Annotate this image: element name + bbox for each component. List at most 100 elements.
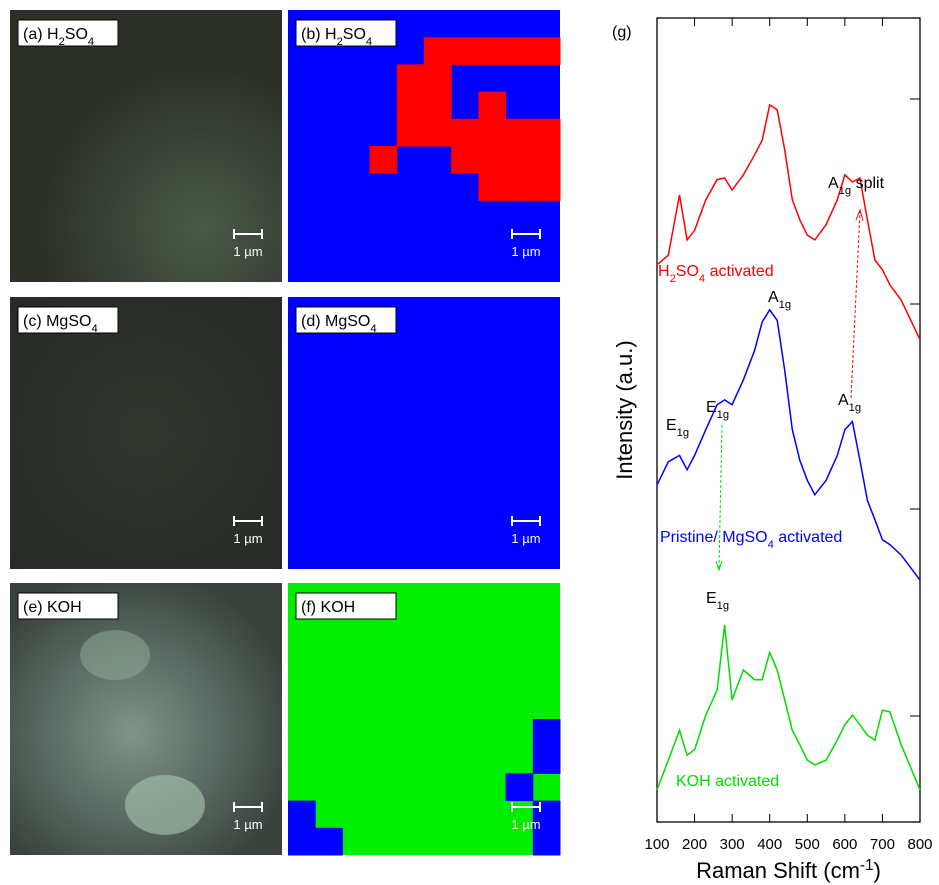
text-part: (f) KOH (301, 599, 355, 616)
text-part: (g) (612, 24, 632, 41)
figure: (a) H2SO41 µm(b) H2SO41 µm(c) MgSO41 µm(… (0, 0, 939, 885)
text-part: SO (676, 263, 699, 280)
text-part: -1 (860, 857, 874, 874)
map-cell (533, 119, 561, 147)
map-cell (506, 173, 534, 201)
text-part: (e) KOH (23, 599, 82, 616)
map-cell (451, 119, 479, 147)
text-part: KOH activated (676, 773, 779, 790)
text-part: 4 (91, 323, 97, 335)
x-tick-label: 100 (644, 836, 669, 853)
map-cell (478, 119, 506, 147)
map-cell (424, 92, 452, 120)
text-part: 4 (370, 323, 376, 335)
map-cell (478, 92, 506, 120)
map-cell (288, 828, 316, 856)
map-cell (478, 173, 506, 201)
plot-frame (657, 18, 920, 822)
scale-bar-label: 1 µm (233, 817, 262, 832)
map-cell (288, 801, 316, 829)
text-part: 4 (88, 36, 94, 48)
annotation: A1g (768, 289, 791, 311)
micrograph (10, 10, 282, 282)
map-cell (424, 37, 452, 65)
map-cell (424, 119, 452, 147)
map-cell (533, 37, 561, 65)
x-tick-label: 500 (795, 836, 820, 853)
text-part: 1g (717, 600, 729, 612)
bright-spot (80, 630, 150, 680)
annotation: A1g (838, 392, 861, 414)
map (288, 583, 560, 855)
map-cell (397, 119, 425, 147)
panel-label: (e) KOH (23, 599, 82, 616)
text-part: (d) MgSO (301, 313, 370, 330)
annotation: KOH activated (676, 773, 779, 790)
annotation: (g) (612, 24, 632, 41)
text-part: 1g (779, 299, 791, 311)
text-part: 1g (839, 185, 851, 197)
text-part: activated (774, 529, 842, 546)
map-cell (506, 37, 534, 65)
x-axis-label: Raman Shift (cm-1) (696, 857, 881, 884)
map-cell (478, 37, 506, 65)
map-cell (533, 746, 561, 774)
annotation: E1g (666, 417, 689, 439)
text-part: E (666, 417, 677, 434)
text-part: Pristine/ MgSO (660, 529, 768, 546)
annotation: E1g (706, 399, 729, 421)
scale-bar-label: 1 µm (233, 244, 262, 259)
map-cell (506, 146, 534, 174)
map-cell (478, 146, 506, 174)
scale-bar-label: 1 µm (511, 817, 540, 832)
text-part: SO (343, 26, 366, 43)
text-part: (c) MgSO (23, 313, 91, 330)
bright-spot (125, 775, 205, 835)
text-part: A (768, 289, 779, 306)
scale-bar-label: 1 µm (233, 531, 262, 546)
x-tick-label: 700 (870, 836, 895, 853)
map-cell (370, 146, 398, 174)
micrograph (10, 297, 282, 569)
map-cell (533, 146, 561, 174)
page: {"panels": [ {"label": [{"text": "(a) H"… (0, 0, 939, 885)
map-cell (315, 828, 343, 856)
text-part: Raman Shift (cm (696, 858, 860, 883)
map-cell (451, 146, 479, 174)
text-part: 1g (849, 402, 861, 414)
annotation: E1g (706, 590, 729, 612)
arrow (851, 212, 860, 398)
text-part: ) (874, 858, 881, 883)
text-part: split (851, 175, 884, 192)
x-tick-label: 200 (682, 836, 707, 853)
panel-label: (f) KOH (301, 599, 355, 616)
text-part: E (706, 590, 717, 607)
y-axis-label: Intensity (a.u.) (612, 340, 637, 479)
map (288, 297, 560, 569)
text-part: SO (65, 26, 88, 43)
maps (288, 10, 561, 856)
x-tick-label: 800 (907, 836, 932, 853)
text-part: A (828, 175, 839, 192)
text-part: 1g (717, 409, 729, 421)
x-tick-label: 600 (832, 836, 857, 853)
annotation: Pristine/ MgSO4 activated (660, 529, 842, 551)
x-tick-label: 300 (720, 836, 745, 853)
scale-bar-label: 1 µm (511, 244, 540, 259)
scale-bar-label: 1 µm (511, 531, 540, 546)
annotation: A1g split (828, 175, 885, 197)
text-part: A (838, 392, 849, 409)
text-part: E (706, 399, 717, 416)
map-cell (506, 773, 534, 801)
map-cell (506, 119, 534, 147)
text-part: (b) H (301, 26, 337, 43)
text-part: H (658, 263, 670, 280)
text-part: Intensity (a.u.) (612, 340, 637, 479)
map-cell (533, 173, 561, 201)
text-part: activated (705, 263, 773, 280)
text-part: 1g (677, 427, 689, 439)
spectrum (657, 625, 920, 790)
map-cell (397, 64, 425, 92)
annotation: H2SO4 activated (658, 263, 774, 285)
